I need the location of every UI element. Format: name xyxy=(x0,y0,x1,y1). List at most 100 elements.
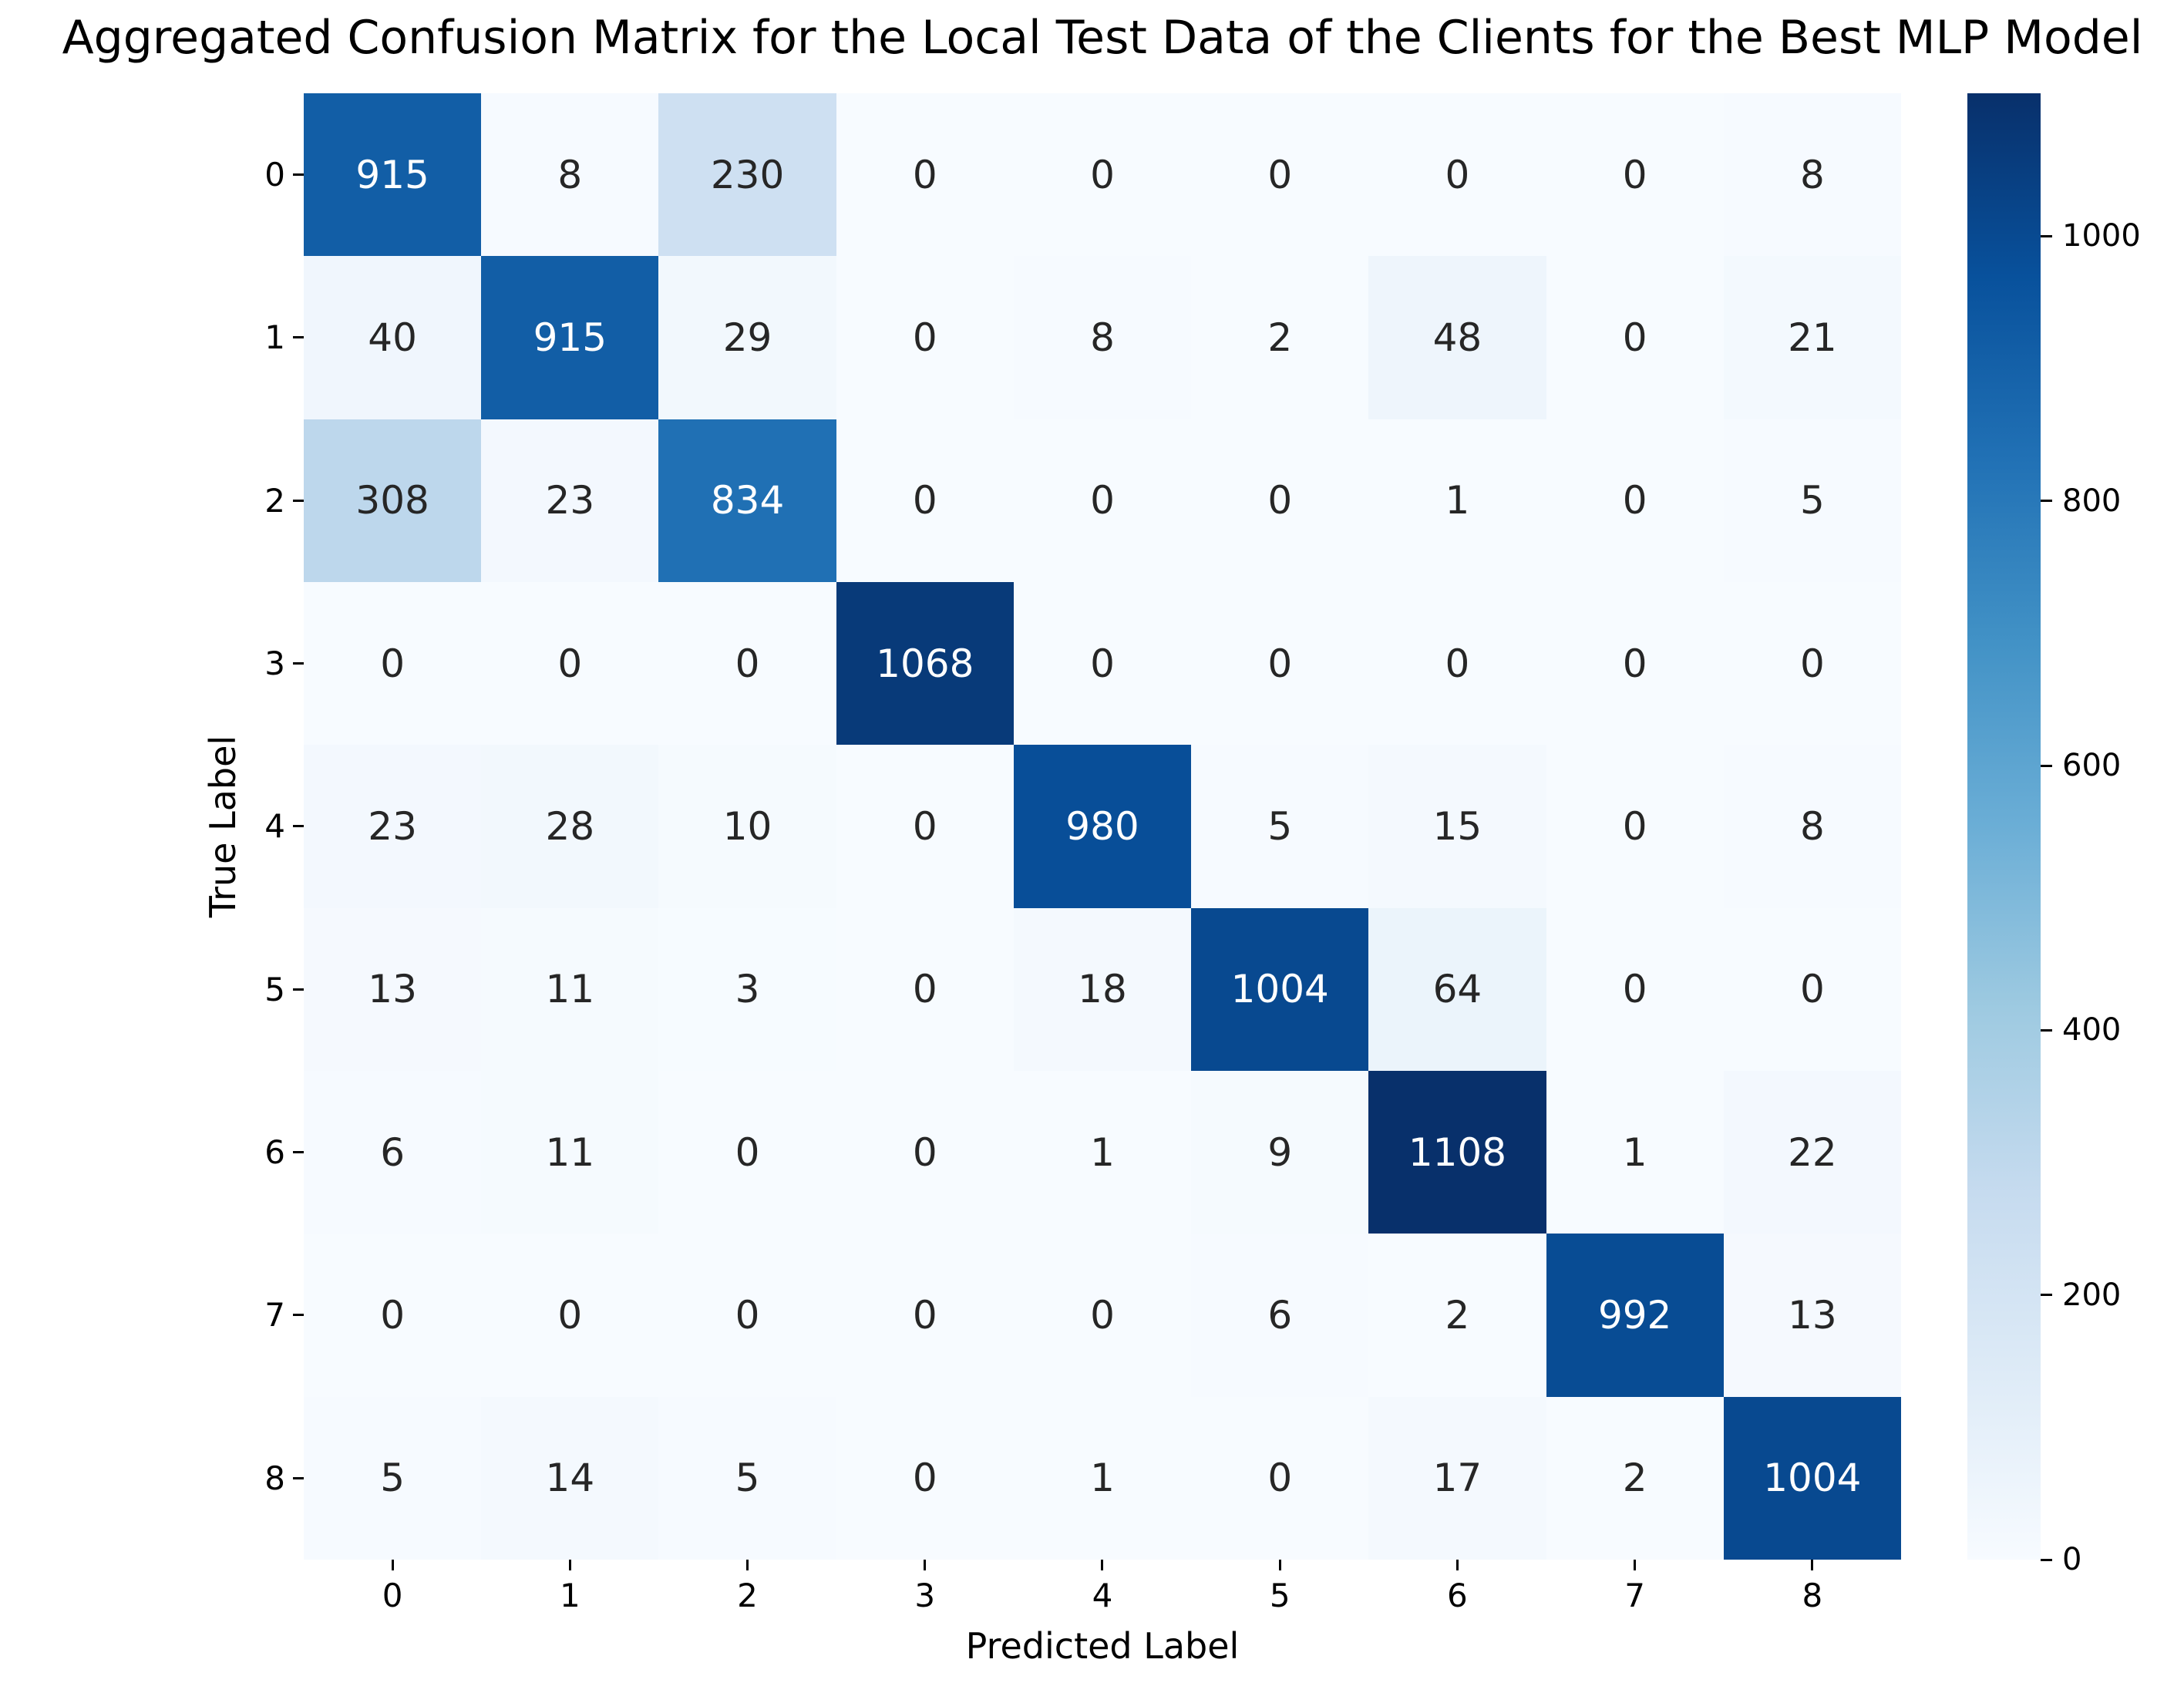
y-tick-label: 4 xyxy=(264,807,285,846)
heatmap-cell-r1c4: 8 xyxy=(1013,256,1192,419)
cell-value: 0 xyxy=(735,641,760,686)
cell-value: 0 xyxy=(912,1456,937,1501)
heatmap-cell-r6c8: 22 xyxy=(1723,1070,1901,1234)
heatmap-cell-r4c7: 0 xyxy=(1546,745,1724,908)
y-tick-label: 3 xyxy=(264,645,285,683)
heatmap-cell-r4c2: 10 xyxy=(658,745,836,908)
cell-value: 18 xyxy=(1078,967,1127,1012)
heatmap-cell-r0c7: 0 xyxy=(1546,93,1724,257)
heatmap-cell-r8c2: 5 xyxy=(658,1396,836,1560)
cell-value: 0 xyxy=(912,967,937,1012)
heatmap-cell-r4c4: 980 xyxy=(1013,745,1192,908)
x-tick-mark xyxy=(1634,1560,1637,1570)
heatmap-cell-r1c2: 29 xyxy=(658,256,836,419)
cell-value: 0 xyxy=(1622,803,1647,849)
heatmap-cell-r0c0: 915 xyxy=(304,93,482,257)
y-tick-mark xyxy=(293,1476,304,1479)
cell-value: 1004 xyxy=(1763,1456,1862,1501)
heatmap-cell-r5c3: 0 xyxy=(836,907,1014,1071)
x-tick-1: 1 xyxy=(481,1560,658,1633)
y-tick-mark xyxy=(293,499,304,502)
cell-value: 13 xyxy=(1788,1292,1837,1338)
y-tick-4: 4 xyxy=(0,745,304,907)
cell-value: 0 xyxy=(1267,152,1293,197)
heatmap-cell-r1c3: 0 xyxy=(836,256,1014,419)
cell-value: 992 xyxy=(1597,1292,1672,1338)
cell-value: 22 xyxy=(1788,1129,1837,1175)
cell-value: 17 xyxy=(1432,1456,1482,1501)
heatmap-cell-r5c7: 0 xyxy=(1546,907,1724,1071)
heatmap-cell-r5c2: 3 xyxy=(658,907,836,1071)
heatmap-cell-r4c8: 8 xyxy=(1723,745,1901,908)
colorbar-tick-400: 400 xyxy=(2041,1012,2121,1048)
cell-value: 0 xyxy=(1267,478,1293,523)
heatmap-cell-r5c6: 64 xyxy=(1368,907,1546,1071)
heatmap-cell-r6c5: 9 xyxy=(1191,1070,1369,1234)
heatmap-cell-r3c3: 1068 xyxy=(836,581,1014,746)
heatmap-cell-r6c1: 11 xyxy=(481,1070,659,1234)
cell-value: 0 xyxy=(380,1292,406,1338)
heatmap-cell-r2c2: 834 xyxy=(658,419,836,582)
y-tick-label: 2 xyxy=(264,481,285,520)
chart-title: Aggregated Confusion Matrix for the Loca… xyxy=(62,11,2143,65)
heatmap-cell-r5c5: 1004 xyxy=(1191,907,1369,1071)
heatmap-cell-r2c4: 0 xyxy=(1013,419,1192,582)
cell-value: 28 xyxy=(545,803,595,849)
cell-value: 21 xyxy=(1788,315,1837,360)
cell-value: 5 xyxy=(1799,478,1825,523)
heatmap-cell-r7c7: 992 xyxy=(1546,1234,1724,1397)
heatmap-cell-r4c6: 15 xyxy=(1368,745,1546,908)
heatmap-cell-r3c8: 0 xyxy=(1723,581,1901,746)
cell-value: 11 xyxy=(545,1129,595,1175)
colorbar-tick-800: 800 xyxy=(2041,483,2121,519)
x-tick-6: 6 xyxy=(1368,1560,1546,1633)
cell-value: 6 xyxy=(1267,1292,1293,1338)
cell-value: 11 xyxy=(545,967,595,1012)
y-tick-0: 0 xyxy=(0,93,304,256)
y-tick-2: 2 xyxy=(0,419,304,582)
x-tick-label: 5 xyxy=(1269,1577,1291,1614)
cell-value: 0 xyxy=(1622,967,1647,1012)
colorbar-tick-mark xyxy=(2041,234,2052,237)
cell-value: 8 xyxy=(1799,152,1825,197)
cell-value: 1 xyxy=(1622,1129,1647,1175)
heatmap-cell-r7c0: 0 xyxy=(304,1234,482,1397)
y-tick-label: 1 xyxy=(264,318,285,357)
heatmap-cell-r0c2: 230 xyxy=(658,93,836,257)
cell-value: 40 xyxy=(368,315,417,360)
cell-value: 0 xyxy=(1622,641,1647,686)
x-tick-label: 0 xyxy=(382,1577,403,1614)
cell-value: 1 xyxy=(1090,1129,1115,1175)
cell-value: 0 xyxy=(912,1129,937,1175)
colorbar-ticks: 0 200 400 600 800 1000 xyxy=(2041,93,2184,1577)
heatmap-cell-r7c8: 13 xyxy=(1723,1234,1901,1397)
cell-value: 5 xyxy=(735,1456,760,1501)
x-tick-mark xyxy=(1811,1560,1814,1570)
x-axis-ticks: 0 1 2 3 4 5 6 7 8 xyxy=(304,1560,1901,1633)
y-tick-label: 0 xyxy=(264,156,285,194)
x-tick-mark xyxy=(1455,1560,1459,1570)
heatmap-cell-r2c5: 0 xyxy=(1191,419,1369,582)
y-tick-label: 5 xyxy=(264,970,285,1008)
cell-value: 0 xyxy=(1445,152,1470,197)
cell-value: 3 xyxy=(735,967,760,1012)
heatmap-cell-r7c6: 2 xyxy=(1368,1234,1546,1397)
cell-value: 1 xyxy=(1445,478,1470,523)
x-tick-mark xyxy=(746,1560,749,1570)
x-tick-mark xyxy=(1278,1560,1281,1570)
y-tick-label: 8 xyxy=(264,1459,285,1497)
x-tick-label: 3 xyxy=(914,1577,936,1614)
heatmap-cell-r8c0: 5 xyxy=(304,1396,482,1560)
x-tick-label: 7 xyxy=(1624,1577,1645,1614)
y-tick-label: 7 xyxy=(264,1296,285,1335)
y-tick-mark xyxy=(293,173,304,177)
cell-value: 64 xyxy=(1432,967,1482,1012)
x-tick-label: 6 xyxy=(1447,1577,1468,1614)
heatmap-cell-r3c2: 0 xyxy=(658,581,836,746)
heatmap-cell-r4c1: 28 xyxy=(481,745,659,908)
cell-value: 8 xyxy=(1090,315,1115,360)
heatmap-cell-r8c4: 1 xyxy=(1013,1396,1192,1560)
heatmap-cell-r7c1: 0 xyxy=(481,1234,659,1397)
heatmap-cell-r5c8: 0 xyxy=(1723,907,1901,1071)
x-tick-3: 3 xyxy=(836,1560,1014,1633)
